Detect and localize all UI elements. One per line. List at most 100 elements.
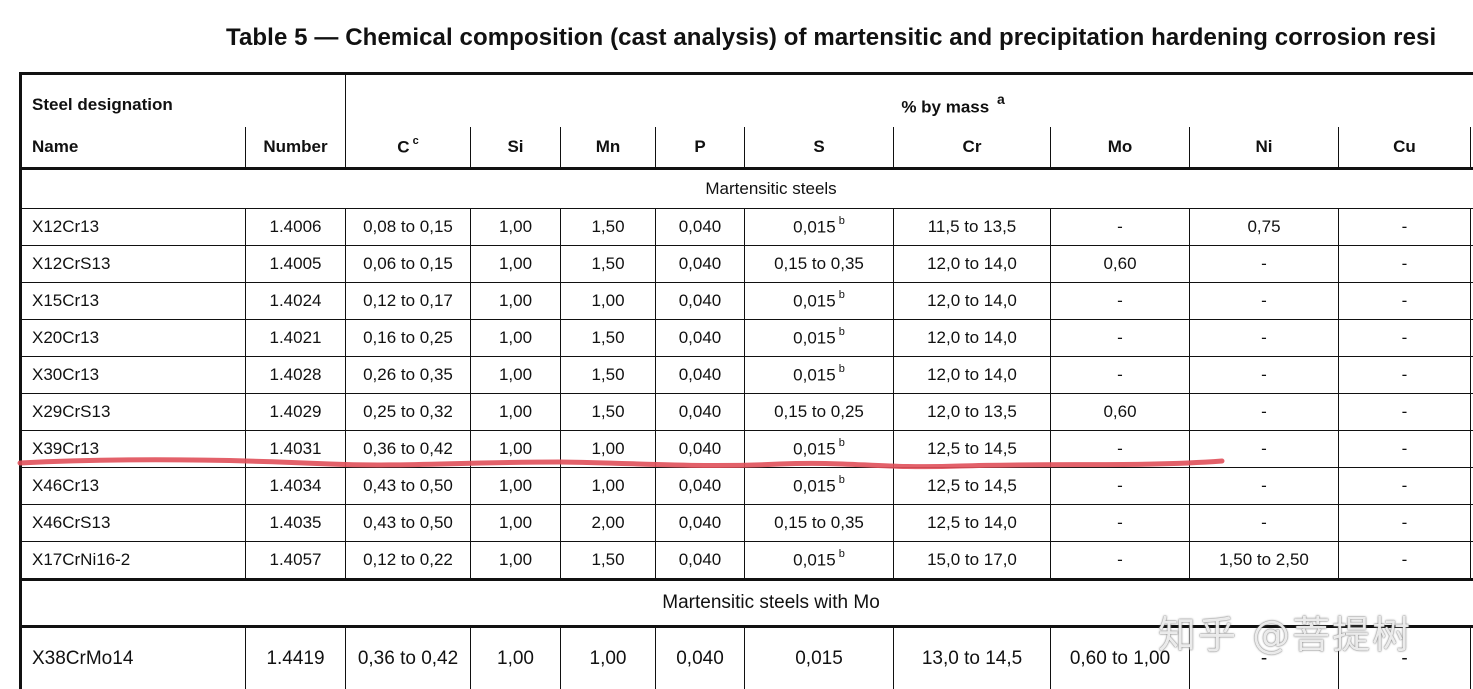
cell-c: 0,43 to 0,50 [345, 467, 471, 505]
cell-cr: 12,5 to 14,0 [893, 504, 1051, 542]
cell-number: 1.4021 [245, 319, 346, 357]
cell-p: 0,040 [655, 430, 745, 468]
cell-s-value: 0,15 to 0,25 [774, 402, 864, 421]
cell-mn: 1,50 [560, 208, 656, 246]
cell-number: 1.4057 [245, 541, 346, 580]
cell-s: 0,015 b [744, 356, 894, 394]
cell-c: 0,12 to 0,22 [345, 541, 471, 580]
cu-column-header: Cu [1338, 127, 1471, 170]
c-footnote: c [412, 134, 419, 147]
cell-p: 0,040 [655, 208, 745, 246]
cell-cr: 12,0 to 14,0 [893, 282, 1051, 320]
steel-designation-header: Steel designation [20, 73, 346, 127]
si-column-header: Si [470, 127, 561, 170]
cell-ni: - [1189, 319, 1339, 357]
cell-name: X12Cr13 [20, 208, 246, 246]
cell-cr: 12,0 to 14,0 [893, 356, 1051, 394]
cell-si: 1,00 [470, 319, 561, 357]
cell-s: 0,15 to 0,35 [744, 504, 894, 542]
by-mass-footnote: a [996, 90, 1005, 107]
c-label: C [397, 137, 410, 157]
cell-mn: 1,50 [560, 245, 656, 283]
cell-name: X20Cr13 [20, 319, 246, 357]
cell-mn: 1,00 [560, 282, 656, 320]
cell-number: 1.4031 [245, 430, 346, 468]
cell-s-value: 0,015 [793, 476, 836, 496]
cell-p: 0,040 [655, 504, 745, 542]
cell-ni: - [1189, 282, 1339, 320]
cell-si: 1,00 [470, 282, 561, 320]
table-row: X30Cr13 1.4028 0,26 to 0,35 1,00 1,50 0,040 0,… [20, 356, 1473, 394]
table-row: X12Cr13 1.4006 0,08 to 0,15 1,00 1,50 0,040 0,… [20, 208, 1473, 246]
cell-s-footnote: b [838, 436, 845, 449]
cell-s-value: 0,015 [793, 365, 836, 385]
cell-c: 0,16 to 0,25 [345, 319, 471, 357]
cell-p: 0,040 [655, 541, 745, 580]
cell-name: X29CrS13 [20, 393, 246, 431]
cell-name: X46Cr13 [20, 467, 246, 505]
cell-c: 0,26 to 0,35 [345, 356, 471, 394]
cell-name: X38CrMo14 [20, 625, 246, 689]
cell-number: 1.4006 [245, 208, 346, 246]
cell-name: X17CrNi16-2 [20, 541, 246, 580]
cell-name: X46CrS13 [20, 504, 246, 542]
table-row: X12CrS13 1.4005 0,06 to 0,15 1,00 1,50 0,040 0… [20, 245, 1473, 283]
cell-cu: - [1338, 504, 1471, 542]
cell-mo: - [1050, 504, 1190, 542]
cell-si: 1,00 [470, 245, 561, 283]
cell-s: 0,15 to 0,25 [744, 393, 894, 431]
cell-s: 0,015 b [744, 208, 894, 246]
cell-cu: - [1338, 467, 1471, 505]
table-body: Martensitic steels X12Cr13 1.4006 0,08 to 0… [19, 168, 1473, 689]
cell-si: 1,00 [470, 356, 561, 394]
cell-p: 0,040 [655, 356, 745, 394]
cell-number: 1.4419 [245, 625, 346, 689]
cell-s-value: 0,015 [795, 648, 843, 669]
cell-s-value: 0,15 to 0,35 [774, 254, 864, 273]
cell-s: 0,015 b [744, 282, 894, 320]
table-title: Table 5 — Chemical composition (cast ana… [226, 24, 1437, 51]
cell-p: 0,040 [655, 467, 745, 505]
cell-ni: - [1189, 467, 1339, 505]
cell-ni: - [1189, 625, 1339, 689]
cell-mn: 2,00 [560, 504, 656, 542]
cell-c: 0,25 to 0,32 [345, 393, 471, 431]
cell-s-value: 0,015 [793, 550, 836, 570]
cell-mo: - [1050, 319, 1190, 357]
cell-p: 0,040 [655, 245, 745, 283]
cell-number: 1.4029 [245, 393, 346, 431]
cell-si: 1,00 [470, 504, 561, 542]
cell-cu: - [1338, 356, 1471, 394]
cell-cu: - [1338, 541, 1471, 580]
cell-ni: - [1189, 393, 1339, 431]
cell-name: X12CrS13 [20, 245, 246, 283]
cell-number: 1.4034 [245, 467, 346, 505]
cell-name: X15Cr13 [20, 282, 246, 320]
cell-mo: - [1050, 430, 1190, 468]
cell-s-footnote: b [838, 325, 845, 338]
cell-s: 0,015 b [744, 541, 894, 580]
ni-column-header: Ni [1189, 127, 1339, 170]
cell-cu: - [1338, 430, 1471, 468]
cell-s: 0,015 b [744, 430, 894, 468]
cell-ni: 1,50 to 2,50 [1189, 541, 1339, 580]
cell-si: 1,00 [470, 625, 561, 689]
by-mass-label: % by mass [901, 97, 990, 117]
zhihu-watermark: 知乎 @菩提树 [1158, 613, 1413, 657]
cell-cr: 12,5 to 14,5 [893, 467, 1051, 505]
cell-s-footnote: b [838, 214, 845, 227]
cell-c: 0,06 to 0,15 [345, 245, 471, 283]
by-mass-header: % by mass a [344, 73, 1473, 127]
cell-s-footnote: b [838, 473, 845, 486]
cell-si: 1,00 [470, 208, 561, 246]
cr-column-header: Cr [893, 127, 1051, 170]
cell-number: 1.4028 [245, 356, 346, 394]
table-row: X17CrNi16-2 1.4057 0,12 to 0,22 1,00 1,50 0,0… [20, 541, 1473, 580]
cell-cr: 12,5 to 14,5 [893, 430, 1051, 468]
table-row: X38CrMo14 1.4419 0,36 to 0,42 1,00 1,00 0,040… [20, 625, 1473, 689]
cell-cr: 15,0 to 17,0 [893, 541, 1051, 580]
cell-s: 0,15 to 0,35 [744, 245, 894, 283]
cell-s-footnote: b [838, 288, 845, 301]
cell-mo: 0,60 [1050, 393, 1190, 431]
